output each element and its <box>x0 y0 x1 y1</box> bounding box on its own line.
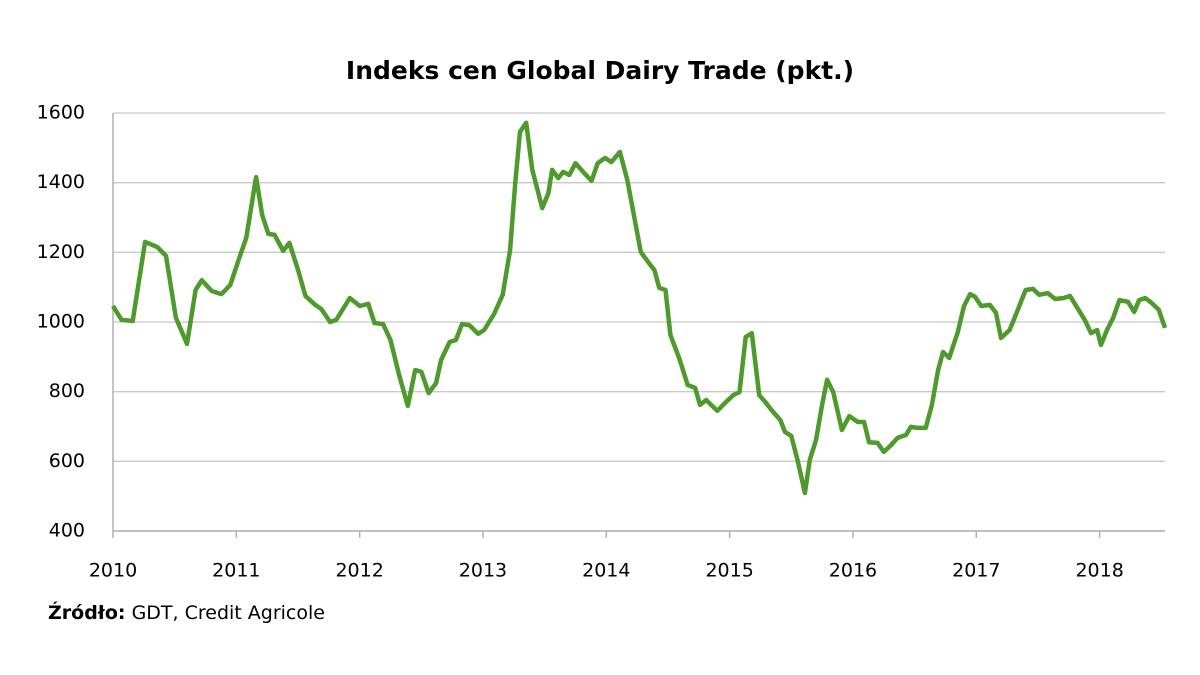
y-tick-label: 600 <box>49 450 85 472</box>
y-tick-label: 1200 <box>37 241 85 263</box>
y-tick-label: 1400 <box>37 171 85 193</box>
x-tick-label: 2015 <box>705 560 753 582</box>
x-tick-label: 2010 <box>89 560 137 582</box>
source-text: GDT, Credit Agricole <box>132 602 325 624</box>
series-line <box>111 120 1168 496</box>
y-tick-label: 800 <box>49 380 85 402</box>
source-label: Źródło: <box>48 601 126 624</box>
y-tick-label: 1600 <box>37 102 85 124</box>
chart-title: Indeks cen Global Dairy Trade (pkt.) <box>346 56 854 85</box>
x-tick-label: 2014 <box>582 560 630 582</box>
x-tick-label: 2013 <box>459 560 507 582</box>
y-tick-label: 400 <box>49 520 85 542</box>
x-tick-label: 2012 <box>335 560 383 582</box>
x-tick-label: 2016 <box>829 560 877 582</box>
x-tick-label: 2017 <box>952 560 1000 582</box>
x-tick-label: 2018 <box>1075 560 1123 582</box>
x-tick-label: 2011 <box>212 560 260 582</box>
source: Źródło: GDT, Credit Agricole <box>48 601 325 624</box>
y-tick-label: 1000 <box>37 311 85 333</box>
